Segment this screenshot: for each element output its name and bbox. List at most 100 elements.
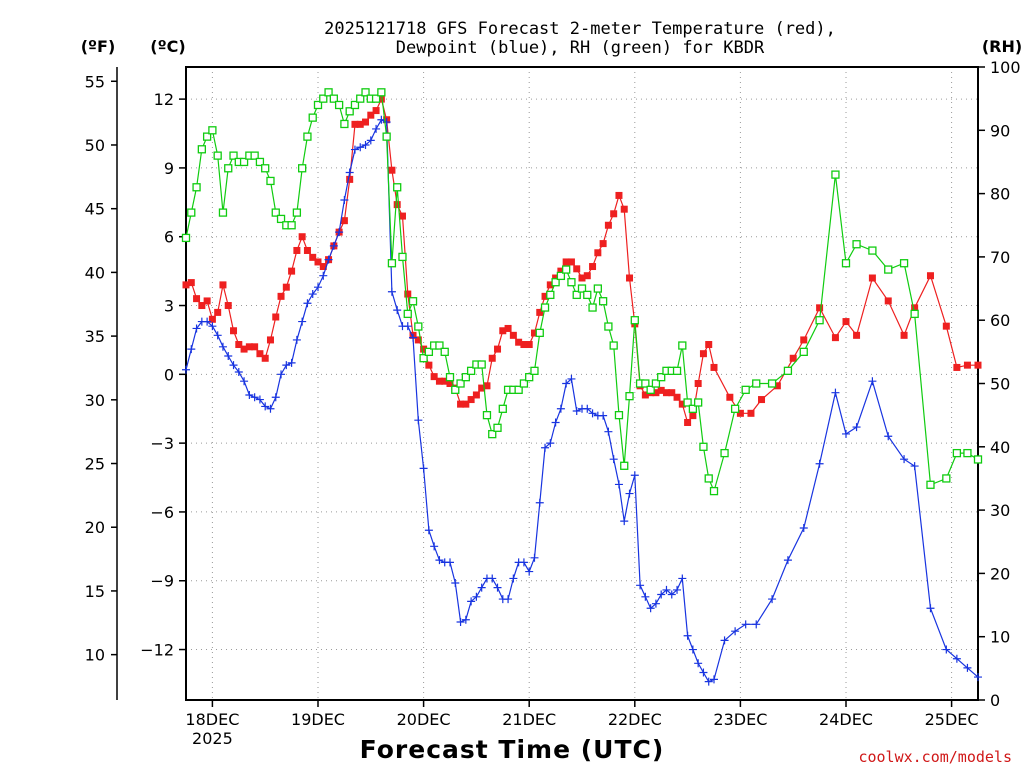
dewpoint-marker xyxy=(208,322,217,331)
dewpoint-marker xyxy=(182,365,190,374)
temperature-marker xyxy=(594,249,602,257)
dewpoint-marker xyxy=(952,654,961,663)
dewpoint-marker xyxy=(393,306,402,315)
fahrenheit-tick-label: 50 xyxy=(85,136,105,155)
dewpoint-marker xyxy=(519,558,528,567)
temperature-marker xyxy=(235,341,243,349)
temperature-marker xyxy=(842,318,850,326)
temperature-marker xyxy=(245,343,253,351)
fahrenheit-tick-label: 55 xyxy=(85,72,105,91)
fahrenheit-tick-label: 30 xyxy=(85,391,105,410)
temperature-marker xyxy=(472,391,480,399)
rh-marker xyxy=(419,354,428,363)
dewpoint-marker xyxy=(662,585,671,594)
rh-marker xyxy=(398,252,407,262)
rh-marker xyxy=(345,107,354,116)
rh-marker xyxy=(910,309,919,319)
rh-marker xyxy=(239,157,249,167)
dewpoint-marker xyxy=(229,361,238,370)
plot-frame xyxy=(185,66,979,701)
x-tick-label: 20DEC xyxy=(397,710,451,729)
dewpoint-marker xyxy=(203,317,212,326)
dewpoint-marker xyxy=(298,317,307,326)
temperature-marker xyxy=(266,336,274,344)
rh-marker xyxy=(598,297,608,306)
rh-marker xyxy=(229,151,238,160)
dewpoint-marker xyxy=(646,604,655,613)
temperature-marker xyxy=(557,267,565,275)
dewpoint-marker xyxy=(435,556,444,565)
temperature-marker xyxy=(615,191,623,199)
dewpoint-marker xyxy=(314,283,322,292)
rh-marker xyxy=(709,486,719,496)
temperature-marker xyxy=(652,389,660,397)
temperature-marker xyxy=(478,384,486,392)
temperature-marker xyxy=(214,308,222,316)
temperature-marker xyxy=(319,263,327,271)
temperature-marker xyxy=(314,258,322,266)
rh-tick-label: 50 xyxy=(990,375,1010,394)
dewpoint-marker xyxy=(488,574,497,583)
dewpoint-marker xyxy=(704,677,713,686)
x-tick-label: 22DEC xyxy=(608,710,662,729)
rh-marker xyxy=(313,100,323,110)
temperature-marker xyxy=(678,400,686,408)
rh-marker xyxy=(371,94,381,103)
temperature-marker xyxy=(251,343,259,351)
dewpoint-marker xyxy=(831,388,840,397)
celsius-tick-label: 0 xyxy=(164,365,174,384)
dewpoint-marker xyxy=(509,574,518,583)
dewpoint-marker xyxy=(340,196,349,205)
dewpoint-marker xyxy=(567,374,576,383)
dewpoint-marker xyxy=(472,592,481,601)
temperature-marker xyxy=(198,302,206,310)
dewpoint-marker xyxy=(768,595,777,604)
rh-marker xyxy=(466,366,476,375)
temperature-marker xyxy=(193,295,201,303)
temperature-marker xyxy=(694,380,702,387)
temperature-marker xyxy=(884,297,892,305)
dewpoint-marker xyxy=(356,143,365,152)
temperature-marker xyxy=(562,258,570,266)
temperature-marker xyxy=(536,308,544,316)
dewpoint-marker xyxy=(187,345,196,354)
temperature-marker xyxy=(689,412,697,420)
dewpoint-marker xyxy=(261,402,270,411)
rh-marker xyxy=(461,373,470,382)
dewpoint-marker xyxy=(350,145,359,154)
rh-marker xyxy=(292,208,302,217)
rh-tick-label: 90 xyxy=(990,121,1010,140)
temperature-marker xyxy=(377,95,385,103)
dewpoint-marker xyxy=(699,668,708,677)
temperature-marker xyxy=(509,331,517,339)
temperature-marker xyxy=(736,409,744,417)
temperature-marker xyxy=(705,341,713,349)
rh-marker xyxy=(567,278,576,287)
rh-tick-label: 60 xyxy=(990,311,1010,330)
rh-marker xyxy=(683,398,692,407)
dewpoint-marker xyxy=(731,627,740,636)
temperature-marker xyxy=(789,354,797,362)
rh-marker xyxy=(562,265,571,274)
dewpoint-marker xyxy=(345,168,354,177)
temperature-marker xyxy=(356,120,364,128)
rh-marker xyxy=(387,259,397,268)
dewpoint-marker xyxy=(287,358,296,367)
dewpoint-marker xyxy=(588,409,597,418)
dewpoint-marker xyxy=(625,489,634,498)
dewpoint-marker xyxy=(926,604,935,613)
temperature-marker xyxy=(589,263,597,271)
rh-marker xyxy=(514,385,523,394)
dewpoint-marker xyxy=(361,140,370,149)
dewpoint-marker xyxy=(451,579,460,588)
rh-unit-label: (RH) xyxy=(982,37,1022,56)
dewpoint-marker xyxy=(424,526,433,535)
dewpoint-marker xyxy=(541,443,550,452)
dewpoint-marker xyxy=(900,455,909,464)
temperature-marker xyxy=(552,274,560,282)
temperature-marker xyxy=(668,389,676,397)
rh-marker xyxy=(266,176,275,186)
rh-marker xyxy=(688,404,698,413)
rh-marker xyxy=(414,322,423,331)
dewpoint-marker xyxy=(477,583,486,592)
